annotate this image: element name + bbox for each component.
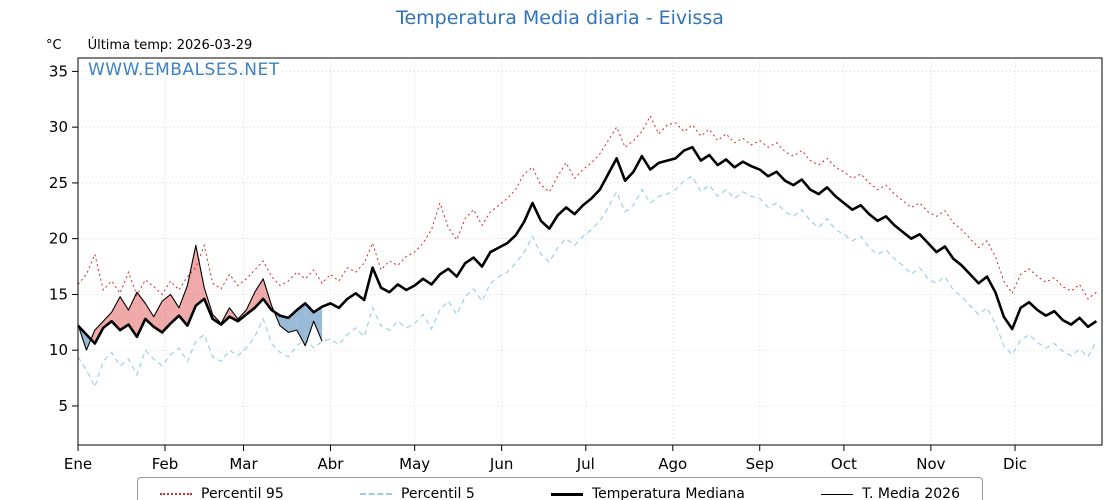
legend-line-swatch [359, 493, 392, 495]
axis-labels: 5 10 15 20 25 30 35 Ene Feb Mar Abr May Jun Jul Ago Sep… [49, 62, 1027, 473]
legend-item-t-media-2026: T. Media 2026 [821, 486, 960, 500]
y-tick-label: 5 [58, 397, 68, 415]
anomaly-fill [78, 245, 323, 351]
legend-line-swatch [160, 493, 192, 495]
x-tick-label: Sep [746, 455, 774, 473]
x-tick-label: May [399, 455, 430, 473]
y-tick-label: 35 [49, 62, 68, 80]
watermark-text: WWW.EMBALSES.NET [88, 60, 280, 80]
y-tick-label: 30 [49, 118, 68, 136]
t-media-2026-line [77, 244, 323, 351]
legend-label: Temperatura Mediana [591, 486, 745, 500]
legend-label: Percentil 5 [400, 486, 475, 500]
percentil-95-line [77, 114, 1097, 300]
x-tick-label: Ago [658, 455, 687, 473]
x-tick-label: Abr [318, 455, 345, 473]
y-tick-label: 15 [49, 285, 68, 303]
chart-title: Temperatura Media diaria - Eivissa [396, 7, 724, 29]
x-tick-label: Feb [152, 455, 179, 473]
x-tick-label: Dic [1003, 455, 1027, 473]
x-tick-label: Mar [229, 455, 258, 473]
plot-border [77, 57, 1103, 446]
x-tick-label: Ene [64, 455, 92, 473]
y-tick-label: 10 [49, 341, 68, 359]
legend-item-percentil-5: Percentil 5 [359, 486, 475, 500]
x-tick-label: Nov [916, 455, 945, 473]
legend-item-percentil-95: Percentil 95 [160, 486, 284, 500]
y-tick-label: 20 [49, 230, 68, 248]
legend-line-swatch [550, 492, 583, 496]
legend-label: T. Media 2026 [862, 486, 960, 500]
x-tick-label: Jul [576, 455, 595, 473]
x-tick-label: Jun [489, 455, 513, 473]
x-tick-label: Oct [831, 455, 857, 473]
percentil-5-line [77, 175, 1097, 389]
gridlines [77, 58, 1102, 445]
last-temp-label: Última temp: 2026-03-29 [87, 38, 253, 53]
axis-header-row: °C Última temp: 2026-03-29 [46, 38, 252, 53]
legend-label: Percentil 95 [201, 486, 284, 500]
legend-item-temperatura-mediana: Temperatura Mediana [550, 486, 745, 500]
y-axis-unit-label: °C [46, 38, 62, 53]
legend: Percentil 95 Percentil 5 Temperatura Media… [137, 477, 983, 500]
temperatura-mediana-line [77, 145, 1098, 345]
legend-line-swatch [821, 493, 854, 495]
y-tick-label: 25 [49, 174, 68, 192]
